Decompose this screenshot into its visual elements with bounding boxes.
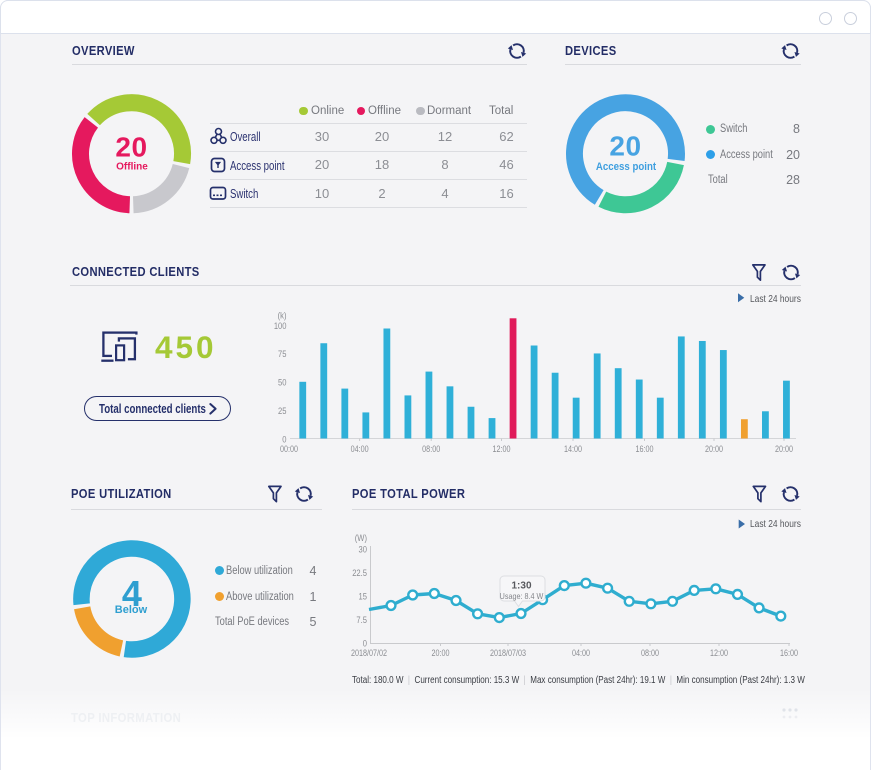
svg-text:14:00: 14:00 bbox=[564, 443, 582, 454]
svg-text:00:00: 00:00 bbox=[280, 443, 298, 454]
svg-text:75: 75 bbox=[278, 348, 287, 359]
svg-text:50: 50 bbox=[278, 377, 287, 388]
svg-text:1:30: 1:30 bbox=[511, 581, 531, 592]
svg-text:30: 30 bbox=[359, 543, 368, 554]
svg-text:(k): (k) bbox=[278, 310, 287, 321]
svg-text:20:00: 20:00 bbox=[431, 647, 449, 658]
svg-text:16:00: 16:00 bbox=[780, 647, 798, 658]
svg-text:08:00: 08:00 bbox=[422, 443, 440, 454]
svg-text:0: 0 bbox=[282, 433, 286, 444]
svg-text:Usage: 8.4 W: Usage: 8.4 W bbox=[500, 591, 544, 601]
svg-text:7.5: 7.5 bbox=[356, 614, 367, 625]
svg-text:08:00: 08:00 bbox=[641, 647, 659, 658]
svg-text:(W): (W) bbox=[355, 532, 367, 543]
svg-text:20:00: 20:00 bbox=[775, 443, 793, 454]
svg-text:22.5: 22.5 bbox=[352, 567, 367, 578]
svg-text:16:00: 16:00 bbox=[635, 443, 653, 454]
svg-text:20:00: 20:00 bbox=[705, 443, 723, 454]
svg-text:100: 100 bbox=[274, 320, 287, 331]
svg-text:04:00: 04:00 bbox=[572, 647, 590, 658]
svg-text:0: 0 bbox=[363, 637, 367, 648]
svg-text:15: 15 bbox=[359, 590, 368, 601]
svg-text:2018/07/02: 2018/07/02 bbox=[351, 647, 387, 658]
svg-text:2018/07/03: 2018/07/03 bbox=[490, 647, 526, 658]
svg-text:12:00: 12:00 bbox=[492, 443, 510, 454]
svg-text:25: 25 bbox=[278, 405, 287, 416]
svg-text:12:00: 12:00 bbox=[710, 647, 728, 658]
svg-text:04:00: 04:00 bbox=[351, 443, 369, 454]
